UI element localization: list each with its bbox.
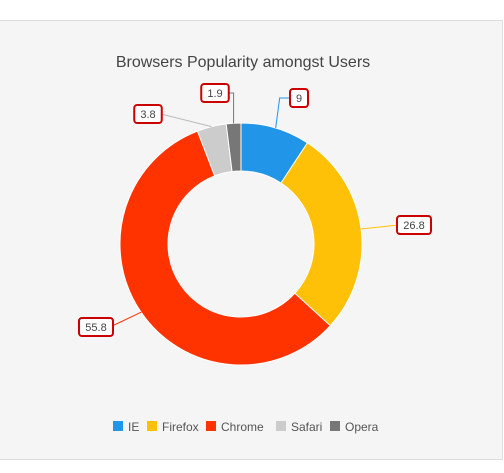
legend-swatch	[206, 421, 216, 431]
data-labels: 9 26.8 55.8 3.8 1.9	[78, 83, 432, 337]
legend-label: Firefox	[162, 420, 199, 434]
legend-item-safari[interactable]: Safari	[276, 420, 322, 434]
legend-swatch	[276, 421, 286, 431]
data-label-text: 3.8	[140, 109, 155, 121]
data-label-text: 55.8	[85, 322, 106, 334]
slices	[119, 122, 363, 366]
legend-item-chrome[interactable]: Chrome	[206, 420, 264, 434]
legend-label: IE	[128, 420, 139, 434]
data-label-opera: 1.9	[200, 83, 230, 103]
leader-line-safari	[160, 113, 212, 128]
legend-label: Opera	[345, 420, 379, 434]
legend-swatch	[147, 421, 157, 431]
legend-item-firefox[interactable]: Firefox	[147, 420, 199, 434]
data-label-text: 26.8	[403, 220, 424, 232]
leader-line-chrome	[109, 311, 142, 328]
data-label-box	[396, 215, 432, 235]
legend-item-opera[interactable]: Opera	[330, 420, 379, 434]
data-label-safari: 3.8	[133, 104, 163, 124]
legend-label: Safari	[291, 420, 322, 434]
slice-opera[interactable]	[225, 122, 242, 173]
data-label-box	[289, 88, 309, 108]
data-label-box	[200, 83, 230, 103]
chart-title: Browsers Popularity amongst Users	[116, 54, 370, 71]
legend-item-ie[interactable]: IE	[113, 420, 139, 434]
leader-line-ie	[275, 97, 290, 129]
slice-chrome[interactable]	[119, 130, 331, 366]
chart-panel	[0, 20, 503, 460]
data-label-chrome: 55.8	[78, 317, 114, 337]
legend-label: Chrome	[221, 420, 264, 434]
slice-firefox[interactable]	[280, 142, 363, 327]
data-label-firefox: 26.8	[396, 215, 432, 235]
legend-swatch	[330, 421, 340, 431]
data-label-text: 1.9	[207, 88, 222, 100]
data-label-box	[133, 104, 163, 124]
legend: IE Firefox Chrome Safari Opera	[113, 420, 379, 434]
data-label-text: 9	[296, 93, 302, 105]
leader-line-firefox	[361, 224, 399, 230]
data-label-ie: 9	[289, 88, 309, 108]
legend-swatch	[113, 421, 123, 431]
data-label-box	[78, 317, 114, 337]
